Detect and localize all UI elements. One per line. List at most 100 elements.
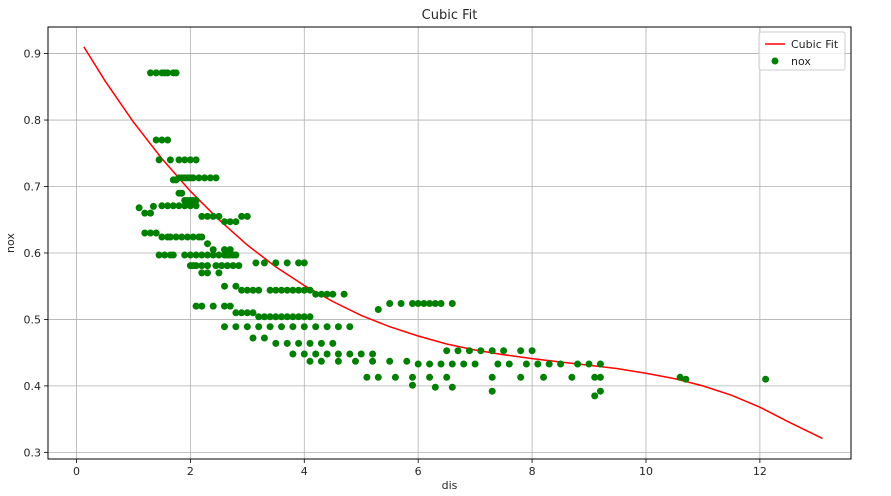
scatter-point [391,373,399,381]
scatter-point [374,306,382,313]
scatter-point [229,262,237,270]
y-tick-label: 0.7 [24,181,42,194]
scatter-point [317,357,325,365]
y-tick-label: 0.3 [24,446,42,459]
scatter-point [155,156,163,164]
scatter-point [266,313,274,321]
scatter-point [181,251,189,259]
scatter-point [505,360,513,368]
scatter-point [574,360,582,368]
scatter-point [135,204,143,212]
scatter-point [218,262,226,270]
scatter-point [181,156,189,164]
scatter-point [448,360,456,368]
scatter-point [283,339,291,347]
scatter-point [340,290,348,298]
scatter-point [186,202,194,210]
scatter-point [166,233,174,241]
scatter-point [323,323,331,331]
scatter-point [676,373,684,381]
scatter-point [147,69,154,77]
scatter-point [192,197,200,204]
scatter-point [192,302,200,310]
scatter-point [266,323,274,331]
axis-ticks-layer: 0 2 4 6 8 10 12 0.3 0.4 0.5 0.6 0.7 0.8 0.9 [24,48,767,478]
scatter-point [255,323,263,331]
y-tick-label: 0.8 [24,114,42,127]
fit-line-layer [83,46,823,440]
scatter-point [454,347,462,355]
scatter-point [591,392,599,400]
scatter-point [255,313,263,321]
scatter-point [169,202,177,210]
scatter-point [397,300,405,307]
grid-layer [48,27,851,459]
scatter-point [204,240,211,248]
scatter-point [206,174,214,182]
y-tick-label: 0.9 [24,48,42,61]
scatter-point [414,300,422,307]
scatter-point [300,350,308,358]
y-axis-label: nox [4,233,17,253]
scatter-point [357,350,365,358]
scatter-point [540,373,547,381]
scatter-point [158,202,166,210]
scatter-point [198,269,206,277]
scatter-point [437,360,445,368]
scatter-point [278,323,285,331]
scatter-point [192,262,200,270]
scatter-point [149,202,157,210]
scatter-point [534,360,542,368]
scatter-point [329,339,337,347]
scatter-point [141,229,149,237]
scatter-point [374,373,382,381]
legend-label-cubic-fit: Cubic Fit [791,38,839,51]
scatter-point [221,246,228,254]
scatter-point [164,136,172,144]
scatter-point [585,360,593,368]
scatter-point [471,360,479,368]
scatter-point [346,323,354,331]
scatter-point [317,290,325,298]
scatter-point [164,202,172,210]
scatter-point [289,286,297,294]
scatter-point [596,373,604,381]
scatter-point [312,350,320,358]
scatter-point [517,373,525,381]
scatter-point [431,300,439,307]
scatter-point [198,251,206,259]
scatter-point [488,387,496,395]
scatter-point [329,290,337,298]
scatter-point [235,262,243,270]
scatter-point [184,233,191,241]
scatter-point [192,156,200,164]
scatter-point [323,350,331,358]
scatter-point [226,302,234,310]
scatter-point [300,286,308,294]
scatter-point [226,218,234,226]
scatter-point [147,209,154,217]
legend-label-nox: nox [791,55,811,68]
scatter-point [204,212,211,220]
scatter-point [266,286,274,294]
scatter-point [192,202,200,210]
scatter-point [232,218,240,226]
scatter-point [178,233,186,241]
scatter-point [522,360,530,368]
scatter-point [186,251,194,259]
plot-frame [47,26,852,460]
scatter-point [209,246,217,254]
scatter-point [198,212,206,220]
scatter-point [249,334,257,342]
x-tick-label: 8 [529,465,536,478]
scatter-point [221,218,228,226]
scatter-point [306,339,314,347]
scatter-point [443,373,451,381]
scatter-point [243,309,251,317]
scatter-point [278,286,285,294]
scatter-point [283,259,291,267]
scatter-point [152,229,160,237]
chart-title: Cubic Fit [422,8,478,23]
scatter-point [175,156,183,164]
